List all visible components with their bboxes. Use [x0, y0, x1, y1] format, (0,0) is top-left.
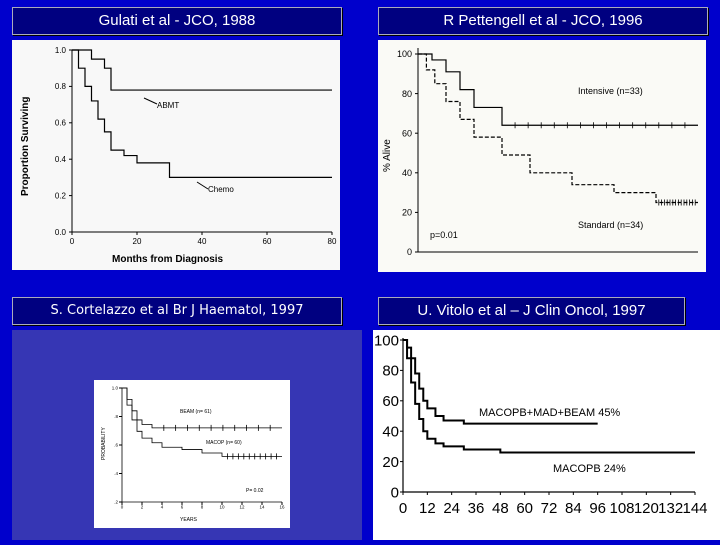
- cortelazzo-annotation: P= 0.02: [246, 488, 264, 494]
- series-line-1: [418, 53, 698, 204]
- pettengell-axes: [417, 48, 698, 253]
- ytick-label: 100: [374, 332, 399, 349]
- gulati-pointer-chemo: [196, 181, 209, 190]
- xtick-label: 0: [70, 237, 75, 246]
- title-gulati: Gulati et al - JCO, 1988: [12, 7, 342, 35]
- series-line-0: [418, 53, 698, 126]
- title-cortelazzo: S. Cortelazzo et al Br J Haematol, 1997: [12, 297, 342, 325]
- gulati-label-abmt: ABMT: [157, 101, 179, 110]
- xtick-label: 132: [658, 500, 683, 517]
- vitolo-label-beam: MACOPB+MAD+BEAM 45%: [479, 407, 620, 419]
- ytick-label: .6: [114, 443, 118, 448]
- panel-vitolo: MACOPB+MAD+BEAM 45% MACOPB 24% 0 20 40 60 80…: [373, 330, 720, 540]
- chart-gulati: Proportion Surviving Months from Diagnos…: [20, 46, 337, 265]
- ytick-label: 80: [402, 89, 412, 99]
- cortelazzo-label-beam: BEAM (n= 61): [180, 409, 212, 415]
- chart-cortelazzo: PROBABILITY YEARS BEAM (n= 61) MACOP (n=…: [101, 386, 285, 523]
- gulati-ylabel: Proportion Surviving: [20, 97, 31, 196]
- xtick-label: 2: [141, 505, 144, 510]
- xtick-label: 20: [133, 237, 142, 246]
- ytick-label: 0: [391, 484, 399, 501]
- ytick-label: 0.6: [55, 119, 67, 128]
- cortelazzo-inset: PROBABILITY YEARS BEAM (n= 61) MACOP (n=…: [94, 380, 290, 528]
- chart-pettengell: % Alive Intensive (n=33) Standard (n=34)…: [382, 48, 698, 257]
- ytick-label: 20: [402, 208, 412, 218]
- ytick-label: 80: [382, 363, 399, 380]
- xtick-label: 12: [419, 500, 436, 517]
- panel-cortelazzo: PROBABILITY YEARS BEAM (n= 61) MACOP (n=…: [12, 330, 362, 540]
- ytick-label: 1.0: [55, 46, 67, 55]
- xtick-label: 24: [443, 500, 460, 517]
- xtick-label: 84: [565, 500, 582, 517]
- ytick-label: 100: [397, 49, 412, 59]
- title-pettengell: R Pettengell et al - JCO, 1996: [378, 7, 708, 35]
- xtick-label: 0: [121, 505, 124, 510]
- ytick-label: 60: [402, 128, 412, 138]
- xtick-label: 12: [239, 505, 245, 510]
- ytick-label: 0.8: [55, 82, 67, 91]
- xtick-label: 60: [263, 237, 272, 246]
- panel-pettengell: % Alive Intensive (n=33) Standard (n=34)…: [378, 40, 706, 272]
- xtick-label: 4: [161, 505, 164, 510]
- series-line-0: [403, 339, 598, 425]
- ytick-label: .4: [114, 471, 118, 476]
- xtick-label: 60: [516, 500, 533, 517]
- xtick-label: 144: [682, 500, 707, 517]
- xtick-label: 80: [328, 237, 337, 246]
- xtick-label: 108: [609, 500, 634, 517]
- ytick-label: .8: [114, 414, 118, 419]
- xtick-label: 96: [589, 500, 606, 517]
- xtick-label: 40: [198, 237, 207, 246]
- xtick-label: 16: [279, 505, 285, 510]
- ytick-label: 0.2: [55, 191, 67, 200]
- ytick-label: 0.4: [55, 155, 67, 164]
- pettengell-label-standard: Standard (n=34): [578, 220, 643, 230]
- ytick-label: 0.0: [55, 228, 67, 237]
- title-vitolo: U. Vitolo et al – J Clin Oncol, 1997: [378, 297, 685, 325]
- series-line-1: [403, 339, 695, 454]
- pettengell-annotation: p=0.01: [430, 230, 458, 240]
- cortelazzo-ylabel: PROBABILITY: [101, 427, 107, 460]
- gulati-pointer-abmt: [143, 97, 158, 105]
- xtick-label: 8: [201, 505, 204, 510]
- series-line-1: [72, 49, 332, 178]
- gulati-xlabel: Months from Diagnosis: [112, 254, 224, 265]
- ytick-label: 40: [382, 423, 399, 440]
- ytick-label: 1.0: [112, 386, 119, 391]
- ytick-label: .2: [114, 500, 118, 505]
- ytick-label: 20: [382, 454, 399, 471]
- series-line-0: [122, 387, 282, 429]
- chart-vitolo: MACOPB+MAD+BEAM 45% MACOPB 24% 0 20 40 60 80…: [374, 332, 708, 517]
- xtick-label: 14: [259, 505, 265, 510]
- ytick-label: 60: [382, 393, 399, 410]
- xtick-label: 10: [219, 505, 225, 510]
- ytick-label: 40: [402, 168, 412, 178]
- xtick-label: 6: [181, 505, 184, 510]
- panel-gulati: Proportion Surviving Months from Diagnos…: [12, 40, 340, 270]
- cortelazzo-axes: [121, 388, 282, 503]
- xtick-label: 0: [399, 500, 407, 517]
- cortelazzo-xlabel: YEARS: [180, 517, 198, 523]
- vitolo-label-macopb: MACOPB 24%: [553, 463, 626, 475]
- series-line-0: [72, 49, 332, 91]
- ytick-label: 0: [407, 247, 412, 257]
- series-line-1: [122, 387, 282, 457]
- xtick-label: 36: [468, 500, 485, 517]
- xtick-label: 48: [492, 500, 509, 517]
- xtick-label: 72: [541, 500, 558, 517]
- gulati-label-chemo: Chemo: [208, 185, 234, 194]
- pettengell-ylabel: % Alive: [382, 139, 393, 172]
- xtick-label: 120: [634, 500, 659, 517]
- pettengell-label-intensive: Intensive (n=33): [578, 86, 643, 96]
- cortelazzo-label-macop: MACOP (n= 60): [206, 440, 242, 446]
